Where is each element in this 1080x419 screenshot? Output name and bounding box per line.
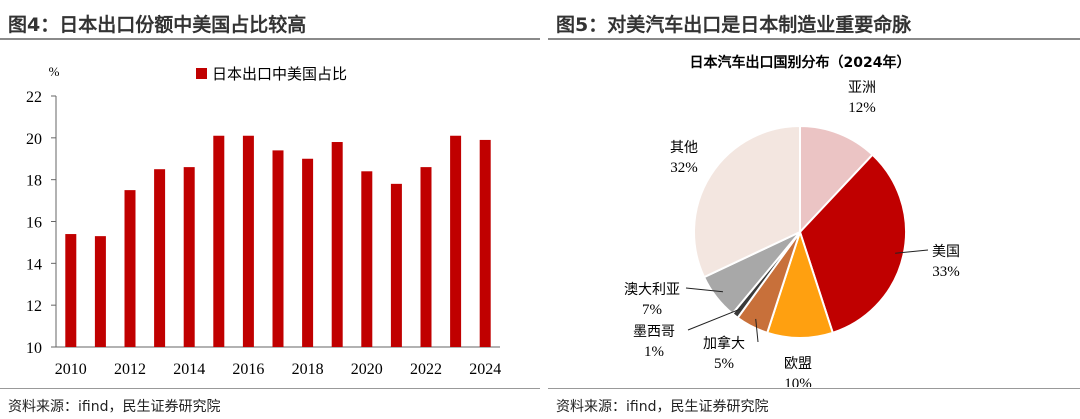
slice-label: 其他 [670,140,698,156]
slice-label: 美国 [932,244,960,260]
slice-percent: 10% [784,376,812,387]
y-tick-label: 10 [26,340,42,357]
x-tick-label: 2012 [114,361,146,378]
x-tick-label: 2010 [55,361,87,378]
y-tick-label: 14 [26,256,42,273]
bar [242,135,254,347]
bar [420,167,432,347]
left-title-rule [0,38,540,40]
pie-title: 日本汽车出口国别分布（2024年） [690,54,911,71]
bar [361,171,373,347]
right-bottom-rule [548,388,1080,389]
bar [272,150,284,347]
bar [390,183,402,347]
y-tick-label: 20 [26,131,42,148]
bar [154,169,166,347]
bar [183,167,195,347]
bar [479,139,491,347]
y-tick-label: 18 [26,173,42,190]
pie-slice [799,124,874,235]
x-tick-label: 2014 [173,361,205,378]
bar [331,142,343,347]
pie-slice [693,124,801,279]
legend-swatch [196,68,207,79]
right-source-note: 资料来源：ifind，民生证券研究院 [556,399,769,415]
right-figure-panel: 图5：对美汽车出口是日本制造业重要命脉 日本汽车出口国别分布（2024年） 亚洲 1… [548,0,1080,419]
leader-line [755,318,759,343]
right-figure-title: 图5：对美汽车出口是日本制造业重要命脉 [556,14,912,36]
left-figure-panel: 图4：日本出口份额中美国占比较高 % 10 12 14 16 18 20 22 2010 2012… [0,14,540,415]
slice-percent: 7% [642,302,662,318]
slice-percent: 1% [644,344,664,360]
leader-line [685,287,723,293]
y-tick-label: 16 [26,215,42,232]
x-tick-label: 2024 [469,361,501,378]
x-tick-label: 2020 [351,361,383,378]
pie-chart: 日本汽车出口国别分布（2024年） 亚洲 12% 美国 33% 欧盟 10% 加拿大 5% 墨西哥… [624,54,960,387]
leader-line [687,308,741,331]
slice-percent: 12% [848,100,876,116]
x-tick-label: 2016 [232,361,264,378]
bar [302,158,314,347]
left-source-note: 资料来源：ifind，民生证券研究院 [8,399,221,415]
bar [124,190,136,347]
left-figure-title: 图4：日本出口份额中美国占比较高 [8,14,307,36]
slice-label: 欧盟 [784,356,812,372]
bar [94,236,106,347]
y-tick-label: 12 [26,298,42,315]
slice-percent: 5% [714,356,734,372]
bar [450,135,462,347]
x-tick-label: 2022 [410,361,442,378]
right-title-rule [548,38,1080,40]
bar [65,234,77,347]
leader-line [895,249,929,254]
slice-percent: 33% [932,264,960,280]
y-tick-label: 22 [26,89,42,106]
left-bottom-rule [0,388,540,389]
legend-label: 日本出口中美国占比 [212,65,347,83]
y-axis-unit: % [49,64,60,79]
pie-slice [798,153,907,335]
bar [213,135,225,347]
slice-percent: 32% [670,160,698,176]
slice-label: 墨西哥 [633,324,675,340]
slice-label: 加拿大 [703,335,745,352]
slice-label: 亚洲 [848,80,876,96]
x-tick-label: 2018 [292,361,324,378]
slice-label: 澳大利亚 [624,282,680,298]
